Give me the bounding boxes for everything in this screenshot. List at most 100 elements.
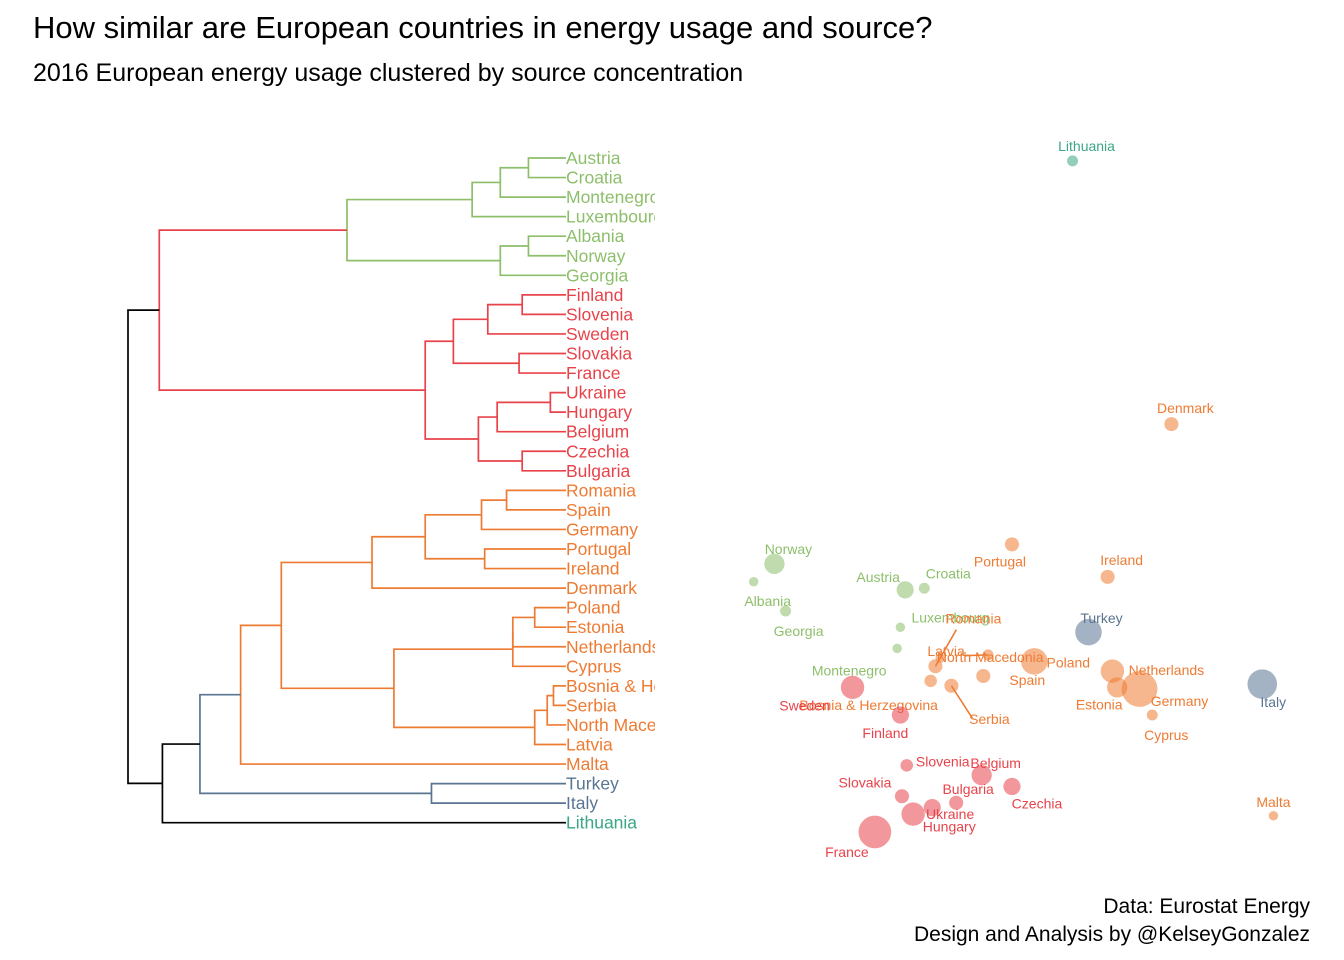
dendrogram-branch	[511, 616, 566, 648]
leaf-label-norway: Norway	[566, 246, 626, 266]
point-latvia	[982, 649, 994, 661]
point-austria	[896, 581, 914, 599]
leaf-label-netherlands: Netherlands	[566, 637, 661, 657]
point-label-luxembourg: Luxembourg	[911, 609, 989, 625]
dendrogram-branch	[552, 685, 566, 707]
leaf-label-montenegro: Montenegro	[566, 187, 659, 207]
dendrogram-branch	[499, 245, 566, 277]
point-netherlands	[1100, 659, 1125, 683]
point-label-turkey: Turkey	[1080, 610, 1122, 626]
credits: Data: Eurostat Energy Design and Analysi…	[914, 893, 1310, 949]
dendrogram-branch	[533, 709, 566, 746]
point-label-poland: Poland	[1046, 654, 1090, 670]
point-france	[858, 815, 892, 849]
dendrogram-branch	[480, 499, 566, 531]
point-label-finland: Finland	[862, 725, 908, 741]
point-slovakia	[894, 789, 910, 804]
dendrogram-branch	[518, 352, 566, 374]
point-bulgaria	[949, 795, 964, 810]
leaf-label-malta: Malta	[566, 754, 609, 774]
point-italy	[1247, 669, 1278, 699]
cluster-scatter-plot: Lithuania Denmark Portugal Ireland Turkey Ita…	[744, 138, 1290, 860]
dendrogram-branch	[393, 648, 535, 729]
point-bosnia-and-herzegovina	[924, 674, 937, 688]
leaf-label-georgia: Georgia	[566, 265, 629, 285]
point-norway	[764, 553, 785, 575]
point-serbia	[944, 678, 959, 693]
dendrogram-branch	[430, 782, 566, 804]
point-label-spain: Spain	[1009, 672, 1045, 688]
point-label-malta: Malta	[1256, 794, 1290, 810]
dendrogram-branch	[505, 489, 566, 511]
dendrogram-branch	[496, 401, 566, 433]
leaf-label-lithuania: Lithuania	[566, 813, 637, 833]
point-label-estonia: Estonia	[1076, 696, 1123, 712]
leaf-label-czechia: Czechia	[566, 441, 629, 461]
dendrogram-branch	[549, 391, 566, 413]
dendrogram-branch	[346, 198, 501, 262]
leaf-label-belgium: Belgium	[566, 422, 629, 442]
point-label-georgia: Georgia	[774, 623, 824, 639]
dendrogram-branch	[371, 535, 566, 589]
point-label-north-macedonia: North Macedonia	[937, 649, 1044, 665]
dendrogram-leaf-labels: AustriaCroatiaMontenegroLuxembourgAlbani…	[566, 148, 739, 833]
dendrogram-branch	[521, 450, 566, 472]
point-label-latvia: Latvia	[927, 643, 965, 659]
leaf-label-france: France	[566, 363, 620, 383]
point-label-bulgaria: Bulgaria	[942, 781, 994, 797]
point-czechia	[1003, 777, 1021, 796]
point-label-serbia: Serbia	[969, 711, 1010, 727]
point-label-germany: Germany	[1151, 693, 1209, 709]
leaf-label-estonia: Estonia	[566, 617, 625, 637]
design-credit: Design and Analysis by @KelseyGonzalez	[913, 923, 1310, 946]
point-luxembourg	[895, 622, 906, 632]
point-label-sweden: Sweden	[779, 697, 830, 713]
point-label-romania: Romania	[945, 610, 1001, 626]
dendrogram-branch	[424, 340, 479, 440]
leaf-label-italy: Italy	[566, 793, 598, 813]
leaf-label-bosnia-and-herzegovina: Bosnia & Herzegovina	[566, 676, 739, 696]
dendrogram-branch	[127, 309, 163, 785]
point-sweden	[840, 675, 865, 700]
leaf-label-hungary: Hungary	[566, 402, 632, 422]
leaf-label-cyprus: Cyprus	[566, 656, 622, 676]
dendrogram-branch	[477, 416, 523, 462]
point-montenegro	[892, 643, 902, 654]
dendrogram-branch	[424, 513, 485, 560]
dendrogram-branch	[533, 606, 566, 629]
point-label-lithuania: Lithuania	[1058, 138, 1115, 154]
leaf-label-portugal: Portugal	[566, 539, 631, 559]
point-ukraine	[901, 802, 925, 826]
point-label-croatia: Croatia	[926, 565, 971, 581]
point-label-ireland: Ireland	[1100, 552, 1143, 568]
leaf-label-albania: Albania	[566, 226, 625, 246]
chart-title: How similar are European countries in en…	[33, 10, 933, 45]
point-slovenia	[900, 759, 914, 772]
leaf-label-austria: Austria	[566, 148, 621, 168]
dendrogram	[127, 157, 566, 824]
leaf-label-slovakia: Slovakia	[566, 344, 632, 364]
point-label-albania: Albania	[744, 593, 791, 609]
dendrogram-branch	[546, 694, 566, 726]
point-label-portugal: Portugal	[974, 553, 1026, 569]
point-denmark	[1164, 417, 1179, 432]
point-belgium	[971, 764, 992, 786]
leaf-label-serbia: Serbia	[566, 695, 617, 715]
point-romania	[928, 659, 943, 674]
dendrogram-branch	[452, 318, 520, 365]
point-finland	[891, 706, 909, 724]
point-label-slovakia: Slovakia	[839, 774, 892, 790]
leaf-label-luxembourg: Luxembourg	[566, 207, 663, 227]
point-lithuania	[1067, 155, 1079, 167]
leaf-label-slovenia: Slovenia	[566, 304, 633, 324]
leaf-label-denmark: Denmark	[566, 578, 637, 598]
leaf-label-romania: Romania	[566, 480, 636, 500]
leaf-label-north-macedonia: North Macedonia	[566, 715, 700, 735]
leaf-label-turkey: Turkey	[566, 774, 619, 794]
leaf-label-sweden: Sweden	[566, 324, 629, 344]
point-label-czechia: Czechia	[1012, 796, 1063, 812]
leaf-label-ukraine: Ukraine	[566, 383, 626, 403]
dendrogram-branch	[280, 561, 394, 690]
dendrogram-branch	[199, 693, 432, 795]
point-label-ukraine: Ukraine	[926, 806, 974, 822]
